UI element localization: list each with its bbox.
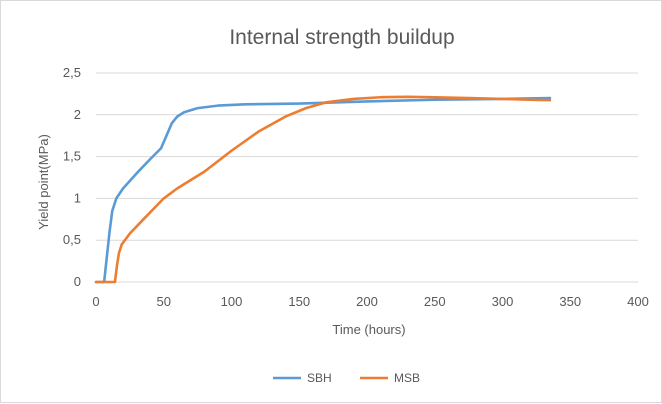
x-tick-label: 100: [221, 294, 243, 309]
x-tick-label: 50: [157, 294, 171, 309]
x-axis-ticks: 0 50 100 150 200 250 300 350 400: [92, 294, 648, 309]
y-axis-label: Yield point(MPa): [36, 134, 51, 230]
y-tick-label: 2: [74, 107, 81, 122]
y-axis-ticks: 0 0,5 1 1,5 2 2,5: [63, 65, 81, 289]
y-tick-label: 2,5: [63, 65, 81, 80]
y-tick-label: 0: [74, 274, 81, 289]
grid-lines: [96, 72, 638, 283]
series-line-msb: [94, 95, 552, 284]
x-tick-label: 400: [627, 294, 649, 309]
x-tick-label: 0: [92, 294, 99, 309]
y-tick-label: 1: [74, 190, 81, 205]
x-axis-label: Time (hours): [332, 322, 405, 337]
y-tick-label: 1,5: [63, 149, 81, 164]
series-layer: [94, 95, 552, 284]
legend-label-msb: MSB: [394, 371, 420, 385]
series-line-sbh: [94, 96, 552, 284]
x-tick-label: 150: [288, 294, 310, 309]
legend: SBH MSB: [273, 371, 420, 385]
legend-label-sbh: SBH: [307, 371, 332, 385]
chart-title: Internal strength buildup: [229, 26, 454, 49]
x-tick-label: 250: [424, 294, 446, 309]
x-tick-label: 200: [356, 294, 378, 309]
y-tick-label: 0,5: [63, 232, 81, 247]
x-tick-label: 350: [559, 294, 581, 309]
x-tick-label: 300: [492, 294, 514, 309]
